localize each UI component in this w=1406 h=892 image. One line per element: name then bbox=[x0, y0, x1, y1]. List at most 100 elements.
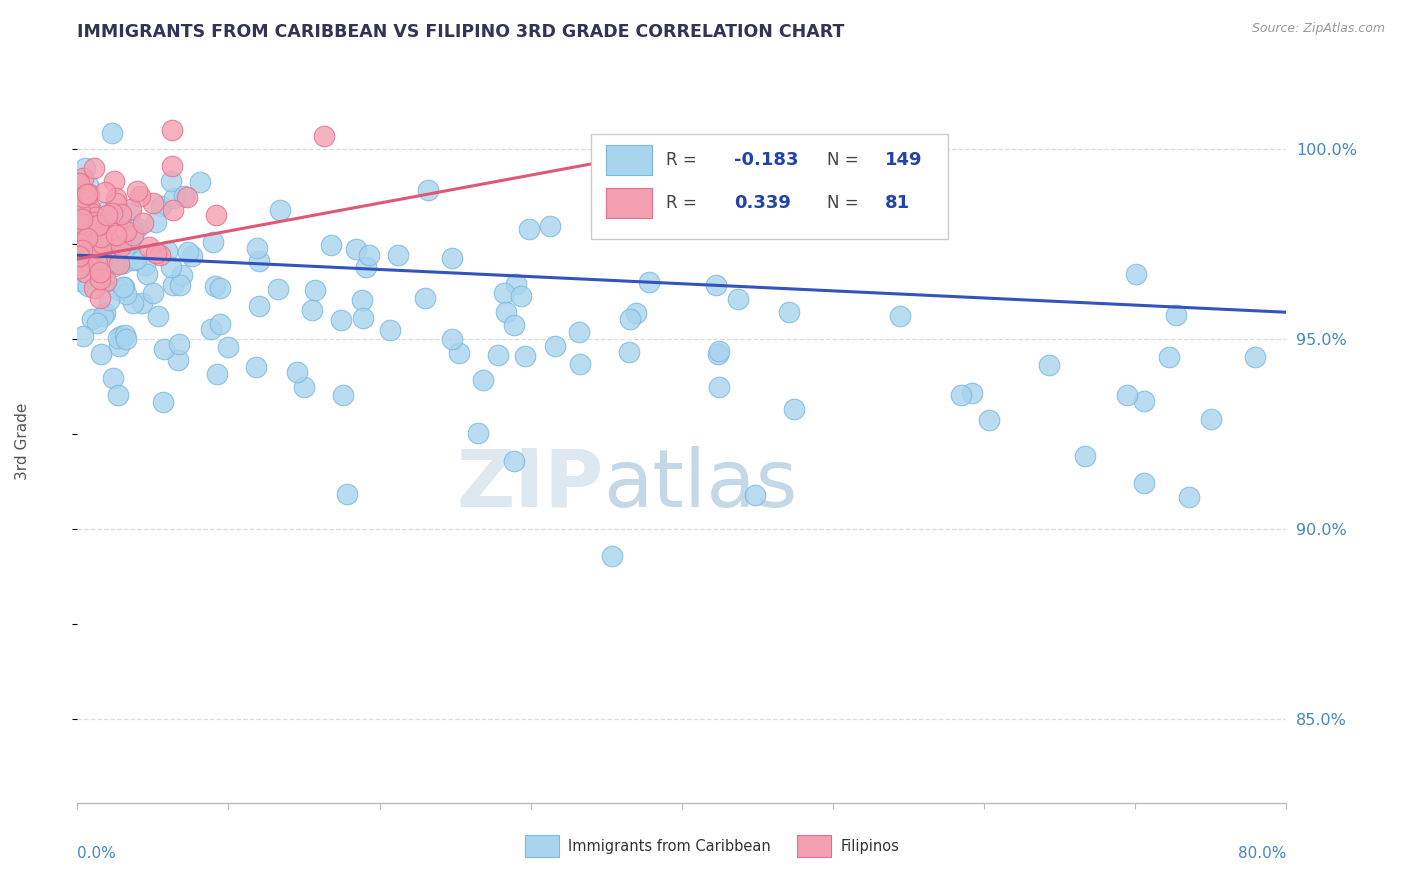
Point bbox=[949, 388, 972, 402]
Point bbox=[486, 348, 509, 362]
Point bbox=[115, 287, 138, 301]
Point bbox=[208, 281, 231, 295]
Point bbox=[107, 257, 129, 271]
Point bbox=[173, 188, 195, 202]
Point bbox=[637, 275, 659, 289]
Point bbox=[167, 352, 190, 367]
Text: 3rd Grade: 3rd Grade bbox=[15, 403, 31, 480]
Point bbox=[72, 190, 94, 204]
Point bbox=[131, 296, 153, 310]
Bar bbox=[797, 835, 831, 857]
Point bbox=[80, 239, 103, 253]
Point bbox=[495, 305, 517, 319]
Point bbox=[568, 325, 591, 339]
Text: atlas: atlas bbox=[603, 446, 797, 524]
Point bbox=[94, 250, 117, 264]
Point bbox=[75, 237, 97, 252]
Point bbox=[704, 277, 727, 292]
Point bbox=[83, 215, 105, 229]
Text: -0.183: -0.183 bbox=[734, 151, 799, 169]
Point bbox=[617, 344, 640, 359]
Point bbox=[70, 248, 93, 262]
Point bbox=[86, 241, 108, 255]
Point bbox=[332, 388, 354, 402]
Point bbox=[72, 260, 94, 274]
Point bbox=[1132, 475, 1154, 490]
Point bbox=[105, 191, 128, 205]
Point bbox=[101, 206, 124, 220]
Point bbox=[246, 241, 269, 255]
Point bbox=[889, 309, 911, 323]
Point bbox=[100, 126, 122, 140]
Point bbox=[122, 227, 145, 242]
Point bbox=[77, 279, 100, 293]
Point bbox=[90, 258, 112, 272]
Point bbox=[96, 218, 118, 232]
Point bbox=[77, 254, 100, 268]
Point bbox=[67, 237, 90, 252]
Point bbox=[83, 161, 105, 176]
Point bbox=[67, 211, 90, 225]
Point bbox=[84, 238, 107, 252]
Point bbox=[1132, 394, 1154, 409]
Point bbox=[67, 176, 90, 190]
Text: 149: 149 bbox=[884, 151, 922, 169]
Point bbox=[107, 331, 129, 345]
Point bbox=[149, 248, 172, 262]
Point bbox=[505, 277, 527, 292]
Point bbox=[176, 190, 198, 204]
Point bbox=[447, 345, 470, 359]
Point bbox=[111, 229, 134, 244]
Point bbox=[86, 255, 108, 269]
Point bbox=[204, 279, 226, 293]
Point bbox=[70, 275, 93, 289]
Point bbox=[127, 220, 149, 235]
Text: 81: 81 bbox=[884, 194, 910, 212]
Point bbox=[125, 252, 148, 266]
Point bbox=[160, 159, 183, 173]
Point bbox=[778, 304, 800, 318]
Point bbox=[80, 230, 103, 244]
Point bbox=[344, 242, 367, 256]
Point bbox=[112, 279, 135, 293]
Point bbox=[93, 204, 115, 219]
Point bbox=[115, 224, 138, 238]
Point bbox=[93, 233, 115, 247]
Point bbox=[149, 199, 172, 213]
Point bbox=[1243, 350, 1265, 364]
Point bbox=[1157, 351, 1180, 365]
Point bbox=[69, 205, 91, 219]
Point bbox=[145, 246, 167, 260]
Point bbox=[110, 239, 132, 253]
Point bbox=[114, 327, 136, 342]
Point bbox=[568, 357, 591, 371]
Bar bbox=[606, 145, 652, 175]
Point bbox=[72, 255, 94, 269]
Point bbox=[169, 337, 191, 351]
Point bbox=[84, 260, 107, 274]
Point bbox=[72, 328, 94, 343]
Point bbox=[148, 310, 170, 324]
Point bbox=[110, 207, 132, 221]
Point bbox=[67, 245, 90, 260]
Text: 0.339: 0.339 bbox=[734, 194, 790, 212]
Point bbox=[90, 346, 112, 360]
Point bbox=[835, 221, 858, 235]
Point bbox=[336, 487, 359, 501]
Point bbox=[75, 219, 97, 233]
Point bbox=[117, 237, 139, 252]
Point bbox=[503, 453, 526, 467]
Point bbox=[319, 238, 342, 252]
Point bbox=[89, 265, 111, 279]
Point bbox=[90, 218, 112, 232]
Text: ZIP: ZIP bbox=[456, 446, 603, 524]
Point bbox=[418, 183, 440, 197]
Point bbox=[70, 239, 93, 253]
Point bbox=[135, 267, 157, 281]
Point bbox=[1178, 491, 1201, 505]
Point bbox=[707, 347, 730, 361]
Point bbox=[152, 395, 174, 409]
Point bbox=[94, 274, 117, 288]
Point bbox=[90, 230, 112, 244]
Point bbox=[159, 174, 181, 188]
